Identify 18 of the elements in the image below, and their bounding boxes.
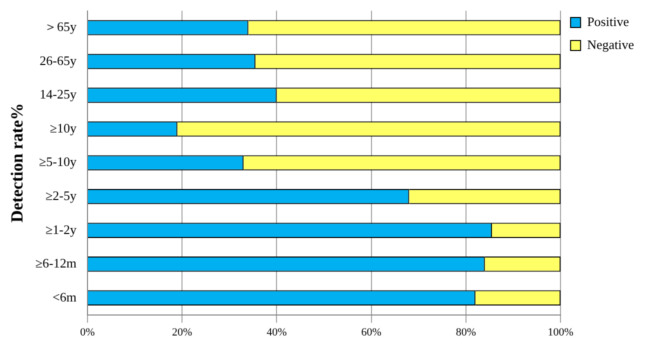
y-tick-label: ≥10y: [50, 120, 77, 136]
legend-label: Positive: [587, 14, 630, 29]
x-tick-label: 0%: [80, 326, 95, 338]
x-tick-label: 100%: [548, 326, 574, 338]
y-tick-label: ≥6-12m: [35, 256, 76, 271]
legend-label: Negative: [587, 36, 634, 52]
y-tick-label: 14-25y: [40, 86, 77, 102]
x-tick-label: 20%: [172, 326, 192, 338]
x-tick-label: 80%: [456, 326, 476, 338]
y-tick-label: <6m: [52, 289, 76, 304]
x-tick-label: 40%: [266, 326, 287, 338]
y-tick-label: ≥1-2y: [46, 222, 77, 237]
y-tick-label: ≥5-10y: [39, 154, 77, 170]
y-tick-label: ≥2-5y: [46, 188, 77, 203]
y-tick-label: ＞65y: [44, 19, 77, 34]
y-tick-label: 26-65y: [40, 52, 77, 68]
y-axis-title: Detection rate%: [8, 103, 27, 223]
x-tick-label: 60%: [361, 326, 382, 338]
